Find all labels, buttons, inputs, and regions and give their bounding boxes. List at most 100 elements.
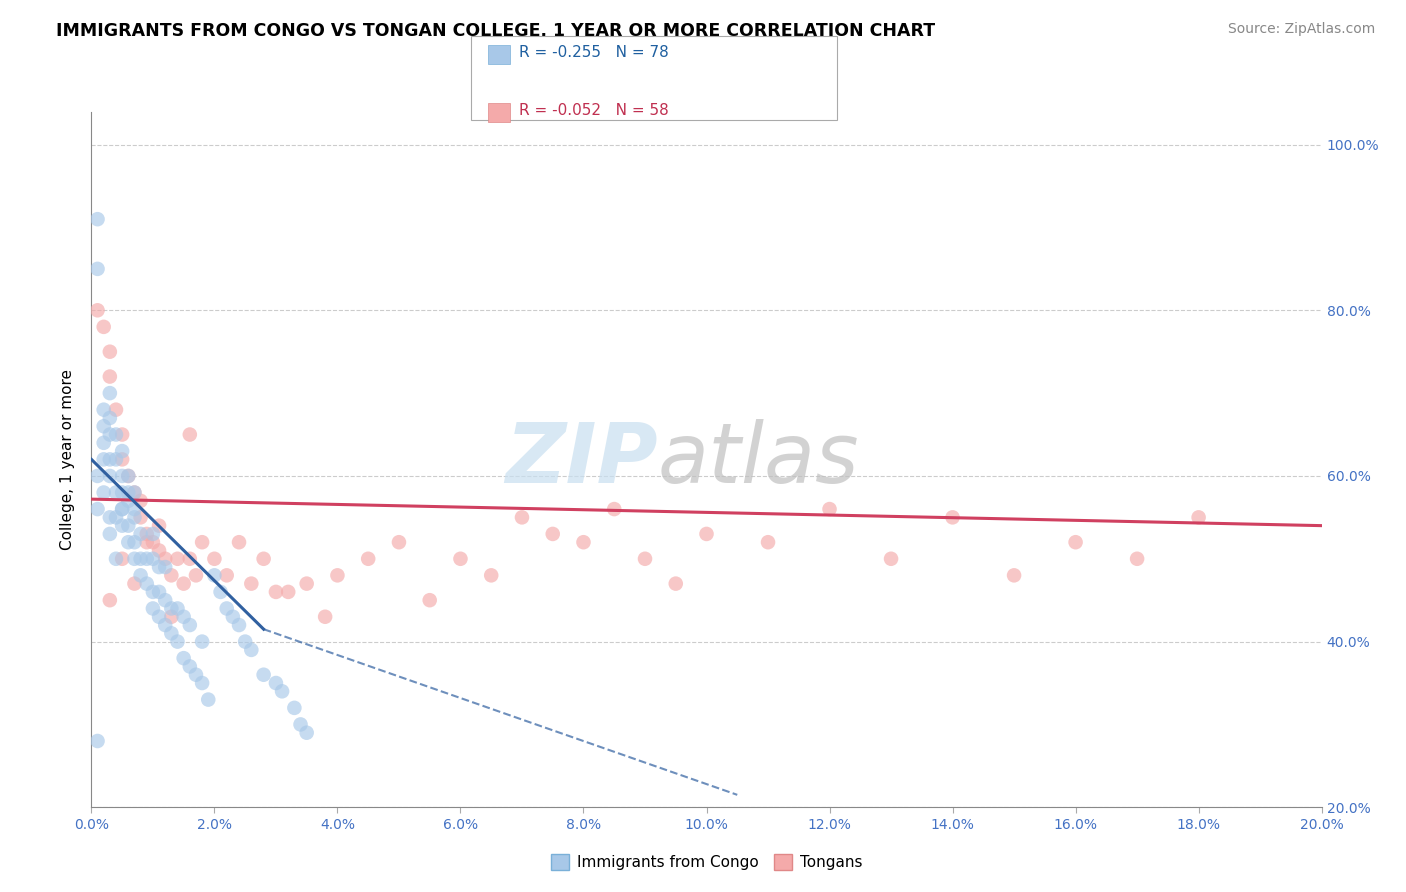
- Point: [357, 551, 380, 566]
- Text: Source: ZipAtlas.com: Source: ZipAtlas.com: [1227, 22, 1375, 37]
- Point: [202, 551, 225, 566]
- Point: [1187, 510, 1209, 524]
- Point: [818, 502, 841, 516]
- Point: [153, 618, 177, 632]
- Point: [135, 576, 157, 591]
- Point: [111, 427, 134, 442]
- Point: [124, 502, 146, 516]
- Point: [215, 601, 238, 615]
- Text: ZIP: ZIP: [505, 419, 657, 500]
- Point: [1002, 568, 1025, 582]
- Point: [129, 527, 152, 541]
- Point: [166, 634, 188, 648]
- Point: [93, 402, 115, 417]
- Point: [148, 609, 170, 624]
- Point: [228, 535, 250, 549]
- Point: [449, 551, 471, 566]
- Point: [222, 609, 245, 624]
- Point: [117, 469, 139, 483]
- Point: [1064, 535, 1087, 549]
- Y-axis label: College, 1 year or more: College, 1 year or more: [60, 369, 76, 549]
- Point: [277, 585, 299, 599]
- Point: [124, 576, 146, 591]
- Point: [191, 634, 214, 648]
- Point: [160, 626, 183, 640]
- Point: [124, 551, 146, 566]
- Point: [295, 576, 318, 591]
- Point: [124, 485, 146, 500]
- Point: [215, 568, 238, 582]
- Point: [124, 535, 146, 549]
- Point: [510, 510, 533, 524]
- Point: [105, 452, 127, 467]
- Point: [105, 485, 127, 500]
- Point: [191, 535, 214, 549]
- Point: [166, 601, 188, 615]
- Point: [160, 609, 183, 624]
- Point: [111, 444, 134, 458]
- Point: [153, 551, 177, 566]
- Point: [111, 551, 134, 566]
- Point: [124, 485, 146, 500]
- Point: [111, 469, 134, 483]
- Point: [541, 527, 564, 541]
- Point: [209, 585, 232, 599]
- Point: [148, 560, 170, 574]
- Point: [98, 369, 121, 384]
- Point: [117, 469, 139, 483]
- Point: [111, 502, 134, 516]
- Point: [153, 560, 177, 574]
- Point: [240, 643, 263, 657]
- Point: [179, 618, 201, 632]
- Point: [105, 402, 127, 417]
- Point: [419, 593, 441, 607]
- Point: [86, 734, 108, 748]
- Point: [665, 576, 688, 591]
- Point: [135, 551, 157, 566]
- Point: [98, 411, 121, 425]
- Point: [479, 568, 502, 582]
- Point: [129, 493, 152, 508]
- Point: [233, 634, 256, 648]
- Point: [98, 386, 121, 401]
- Point: [129, 510, 152, 524]
- Point: [942, 510, 965, 524]
- Point: [117, 518, 139, 533]
- Point: [105, 427, 127, 442]
- Point: [179, 551, 201, 566]
- Point: [98, 510, 121, 524]
- Point: [105, 510, 127, 524]
- Point: [191, 676, 214, 690]
- Point: [572, 535, 595, 549]
- Point: [135, 535, 157, 549]
- Point: [756, 535, 779, 549]
- Point: [142, 535, 165, 549]
- Point: [173, 576, 195, 591]
- Point: [98, 593, 121, 607]
- Point: [283, 701, 305, 715]
- Point: [86, 261, 108, 276]
- Point: [98, 469, 121, 483]
- Point: [148, 543, 170, 558]
- Point: [202, 568, 225, 582]
- Point: [117, 485, 139, 500]
- Point: [86, 469, 108, 483]
- Point: [105, 551, 127, 566]
- Point: [264, 585, 287, 599]
- Point: [271, 684, 294, 698]
- Point: [173, 609, 195, 624]
- Point: [696, 527, 718, 541]
- Point: [117, 535, 139, 549]
- Point: [314, 609, 336, 624]
- Point: [603, 502, 626, 516]
- Text: IMMIGRANTS FROM CONGO VS TONGAN COLLEGE, 1 YEAR OR MORE CORRELATION CHART: IMMIGRANTS FROM CONGO VS TONGAN COLLEGE,…: [56, 22, 935, 40]
- Point: [135, 527, 157, 541]
- Point: [634, 551, 657, 566]
- Point: [240, 576, 263, 591]
- Point: [153, 593, 177, 607]
- Point: [98, 427, 121, 442]
- Point: [388, 535, 411, 549]
- Point: [148, 518, 170, 533]
- Point: [117, 493, 139, 508]
- Point: [160, 601, 183, 615]
